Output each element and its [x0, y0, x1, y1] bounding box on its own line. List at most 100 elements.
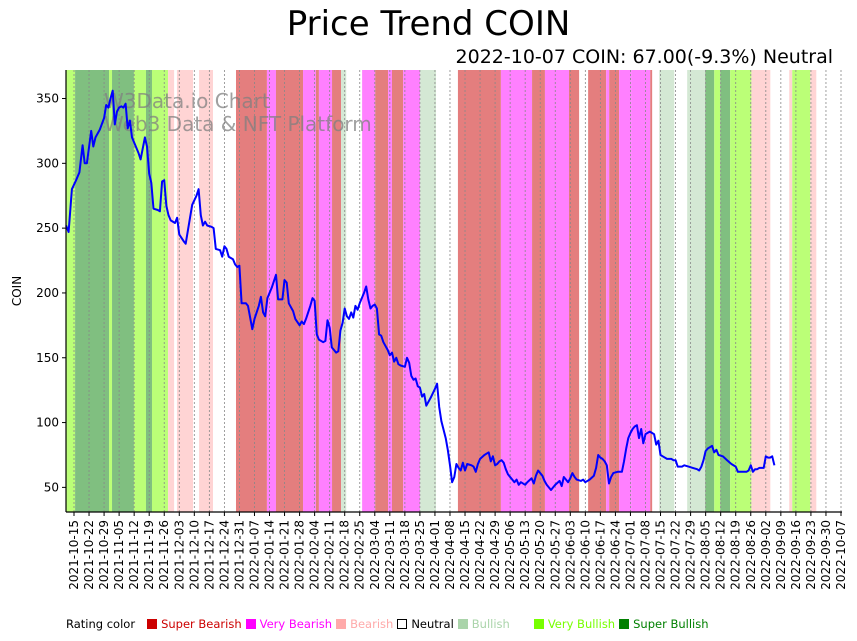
- x-tick-label: 2022-08-12: [714, 520, 728, 590]
- x-tick-label: 2021-10-15: [67, 520, 81, 590]
- legend-swatch-icon: [147, 619, 158, 629]
- x-tick-label: 2022-06-17: [593, 520, 607, 590]
- rating-band-bearish: [176, 70, 194, 512]
- legend-swatch-icon: [533, 619, 544, 629]
- rating-band-very-bearish: [606, 70, 610, 512]
- rating-bands: [66, 70, 817, 512]
- x-tick-label: 2022-09-23: [804, 520, 818, 590]
- rating-band-super-bearish: [375, 70, 389, 512]
- legend-item-super-bearish: Super Bearish: [147, 617, 242, 631]
- x-tick-label: 2022-03-04: [368, 520, 382, 590]
- rating-band-super-bearish: [588, 70, 607, 512]
- rating-band-super-bearish: [569, 70, 580, 512]
- x-tick-label: 2022-06-03: [563, 520, 577, 590]
- rating-band-super-bearish: [391, 70, 404, 512]
- x-tick-label: 2022-09-16: [789, 520, 803, 590]
- rating-band-super-bearish: [275, 70, 304, 512]
- rating-band-very-bullish: [67, 70, 76, 512]
- rating-band-super-bullish: [705, 70, 715, 512]
- rating-band-super-bearish: [315, 70, 319, 512]
- rating-band-super-bearish: [457, 70, 501, 512]
- x-tick-label: 2021-12-03: [172, 520, 186, 590]
- rating-band-super-bearish: [532, 70, 545, 512]
- rating-band-bearish: [789, 70, 793, 512]
- rating-band-bearish: [810, 70, 817, 512]
- rating-band-very-bearish: [544, 70, 570, 512]
- legend-label: Bearish: [350, 617, 394, 631]
- x-tick-label: 2021-11-19: [142, 520, 156, 590]
- rating-band-super-bearish: [332, 70, 342, 512]
- x-tick-label: 2022-01-28: [293, 520, 307, 590]
- x-tick-label: 2022-02-18: [338, 520, 352, 590]
- x-tick-label: 2022-09-09: [774, 520, 788, 590]
- x-tick-label: 2022-08-26: [744, 520, 758, 590]
- x-tick-label: 2022-04-01: [428, 520, 442, 590]
- x-tick-label: 2022-02-11: [323, 520, 337, 590]
- rating-band-bullish: [659, 70, 675, 512]
- rating-band-bearish: [199, 70, 214, 512]
- x-tick-label: 2021-11-12: [127, 520, 141, 590]
- rating-band-very-bearish: [500, 70, 533, 512]
- rating-band-bullish: [420, 70, 437, 512]
- legend-label: Very Bullish: [547, 617, 616, 631]
- rating-band-bullish: [687, 70, 706, 512]
- y-tick-label: 350: [36, 92, 59, 106]
- chart-subtitle: 2022-10-07 COIN: 67.00(-9.3%) Neutral: [455, 46, 833, 68]
- rating-band-bullish: [341, 70, 347, 512]
- y-axis-label: COIN: [10, 276, 24, 306]
- x-tick-label: 2022-06-24: [608, 520, 622, 590]
- legend-label: Bullish: [471, 617, 510, 631]
- x-tick-label: 2021-10-22: [82, 520, 96, 590]
- x-tick-label: 2021-12-10: [187, 520, 201, 590]
- watermark: W3Data.io Chart Web3 Data & NFT Platform: [104, 89, 372, 136]
- rating-band-super-bearish: [609, 70, 620, 512]
- weekly-gridlines: [73, 70, 842, 512]
- x-tick-label: 2022-01-14: [263, 520, 277, 590]
- x-tick-label: 2021-10-29: [97, 520, 111, 590]
- x-tick-label: 2022-06-10: [578, 520, 592, 590]
- legend-swatch-icon: [245, 619, 256, 629]
- legend-swatch-icon: [336, 619, 347, 629]
- rating-band-very-bullish: [792, 70, 811, 512]
- rating-band-very-bearish: [631, 70, 651, 512]
- x-tick-label: 2022-05-27: [548, 520, 562, 590]
- axes: 2021-10-15 2021-10-22 2021-10-29 2021-11-05…: [36, 70, 848, 590]
- rating-band-very-bearish: [318, 70, 333, 512]
- rating-legend: Rating color Super Bearish Very Bearish Be…: [66, 617, 713, 631]
- x-tick-label: 2022-07-01: [623, 520, 637, 590]
- rating-band-very-bearish: [619, 70, 632, 512]
- watermark-line-1: W3Data.io Chart: [104, 89, 270, 113]
- legend-item-very-bullish: Very Bullish: [533, 617, 616, 631]
- x-tick-label: 2022-04-29: [488, 520, 502, 590]
- legend-swatch-icon: [619, 619, 630, 629]
- x-tick-label: 2022-01-07: [247, 520, 261, 590]
- legend-item-bullish: Bullish: [457, 617, 530, 631]
- rating-band-very-bullish: [66, 70, 68, 512]
- y-tick-label: 250: [36, 221, 59, 235]
- rating-band-super-bearish: [650, 70, 653, 512]
- legend-item-bearish: Bearish: [336, 617, 393, 631]
- x-tick-label: 2022-03-11: [383, 520, 397, 590]
- x-tick-label: 2022-04-15: [458, 520, 472, 590]
- rating-band-very-bearish: [303, 70, 316, 512]
- legend-item-very-bearish: Very Bearish: [245, 617, 332, 631]
- rating-band-very-bullish: [730, 70, 752, 512]
- rating-band-very-bearish: [403, 70, 421, 512]
- rating-band-super-bullish: [720, 70, 731, 512]
- x-tick-label: 2022-05-06: [503, 520, 517, 590]
- legend-item-neutral: Neutral: [397, 617, 454, 631]
- x-tick-label: 2022-04-08: [443, 520, 457, 590]
- x-tick-label: 2022-04-22: [473, 520, 487, 590]
- x-tick-label: 2022-08-05: [699, 520, 713, 590]
- x-tick-label: 2022-09-02: [759, 520, 773, 590]
- y-tick-label: 200: [36, 286, 59, 300]
- rating-band-very-bullish: [109, 70, 113, 512]
- x-tick-label: 2022-05-13: [518, 520, 532, 590]
- x-tick-label: 2021-12-31: [232, 520, 246, 590]
- x-tick-label: 2022-07-29: [684, 520, 698, 590]
- y-tick-label: 300: [36, 156, 59, 170]
- x-tick-label: 2022-01-21: [278, 520, 292, 590]
- x-tick-label: 2022-08-19: [729, 520, 743, 590]
- x-tick-label: 2021-11-05: [112, 520, 126, 590]
